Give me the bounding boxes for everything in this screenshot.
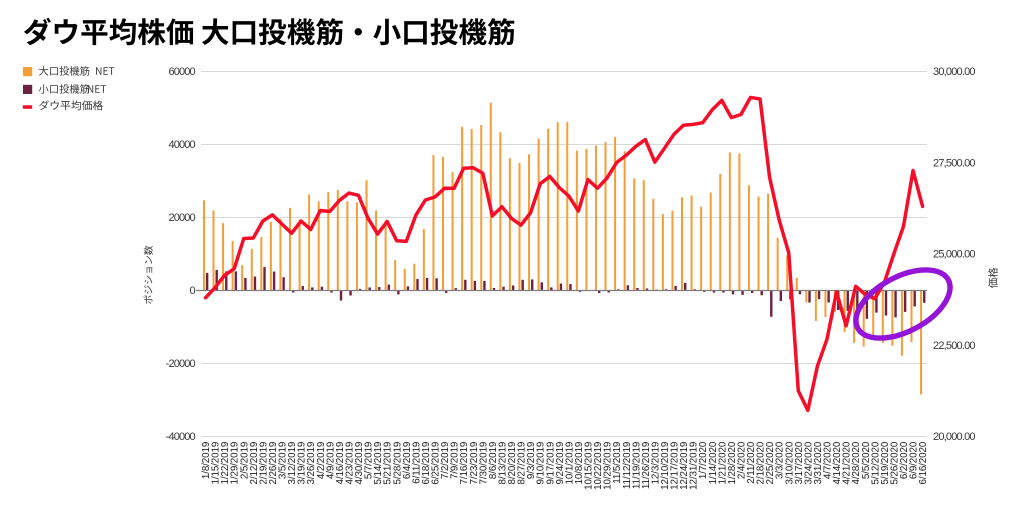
svg-text:0: 0 [190, 285, 196, 297]
svg-text:6/2/2020: 6/2/2020 [899, 441, 910, 479]
svg-text:27,500.00: 27,500.00 [933, 157, 975, 169]
svg-text:5/26/2020: 5/26/2020 [889, 441, 900, 484]
svg-text:22,500.00: 22,500.00 [933, 340, 975, 352]
svg-text:4/23/2019: 4/23/2019 [344, 442, 355, 485]
svg-text:8/13/2019: 8/13/2019 [497, 442, 508, 485]
svg-text:10/29/2019: 10/29/2019 [603, 442, 614, 490]
svg-text:25,000.00: 25,000.00 [933, 249, 975, 261]
svg-text:2/18/2020: 2/18/2020 [756, 441, 767, 484]
svg-text:4/2/2019: 4/2/2019 [316, 442, 327, 479]
svg-text:1/22/2019: 1/22/2019 [220, 442, 231, 485]
svg-text:6/11/2019: 6/11/2019 [411, 442, 422, 484]
svg-text:6/4/2019: 6/4/2019 [402, 442, 413, 479]
svg-text:3/31/2020: 3/31/2020 [813, 441, 824, 484]
svg-text:10/1/2019: 10/1/2019 [564, 442, 575, 485]
svg-text:3/5/2019: 3/5/2019 [278, 442, 289, 479]
svg-text:5/21/2019: 5/21/2019 [383, 442, 394, 485]
svg-text:7/16/2019: 7/16/2019 [459, 442, 470, 485]
svg-text:2/26/2019: 2/26/2019 [268, 442, 279, 485]
svg-text:12/17/2019: 12/17/2019 [670, 442, 681, 490]
svg-text:11/12/2019: 11/12/2019 [622, 442, 633, 489]
svg-text:20000: 20000 [168, 212, 195, 224]
svg-text:3/19/2019: 3/19/2019 [297, 442, 308, 485]
svg-text:11/19/2019: 11/19/2019 [631, 442, 642, 489]
svg-text:4/28/2020: 4/28/2020 [851, 441, 862, 484]
svg-text:5/28/2019: 5/28/2019 [392, 442, 403, 485]
svg-text:8/27/2019: 8/27/2019 [517, 442, 528, 485]
svg-text:4/30/2019: 4/30/2019 [354, 442, 365, 485]
svg-text:9/24/2019: 9/24/2019 [555, 442, 566, 485]
svg-text:5/7/2019: 5/7/2019 [364, 442, 375, 479]
svg-text:5/19/2020: 5/19/2020 [880, 441, 891, 484]
svg-text:3/17/2020: 3/17/2020 [794, 441, 805, 484]
svg-text:12/10/2019: 12/10/2019 [660, 442, 671, 490]
svg-text:2/19/2019: 2/19/2019 [258, 442, 269, 485]
svg-text:12/3/2019: 12/3/2019 [650, 442, 661, 485]
svg-text:1/21/2020: 1/21/2020 [717, 441, 728, 484]
svg-text:5/12/2020: 5/12/2020 [870, 441, 881, 484]
svg-text:3/12/2019: 3/12/2019 [287, 442, 298, 485]
svg-text:2/5/2019: 2/5/2019 [239, 442, 250, 479]
svg-text:4/7/2020: 4/7/2020 [823, 441, 834, 479]
svg-text:-40000: -40000 [166, 431, 196, 443]
svg-text:6/9/2020: 6/9/2020 [909, 441, 920, 479]
svg-text:4/21/2020: 4/21/2020 [842, 441, 853, 484]
svg-text:9/3/2019: 9/3/2019 [526, 442, 537, 479]
svg-text:2/12/2019: 2/12/2019 [249, 442, 260, 485]
svg-text:2/11/2020: 2/11/2020 [746, 441, 757, 484]
svg-text:7/23/2019: 7/23/2019 [469, 442, 480, 485]
svg-text:8/20/2019: 8/20/2019 [507, 442, 518, 485]
svg-text:6/16/2020: 6/16/2020 [918, 441, 929, 484]
svg-text:5/5/2020: 5/5/2020 [861, 441, 872, 479]
svg-text:3/10/2020: 3/10/2020 [784, 441, 795, 484]
svg-text:30,000.00: 30,000.00 [933, 66, 975, 78]
svg-text:6/18/2019: 6/18/2019 [421, 442, 432, 485]
svg-text:7/2/2019: 7/2/2019 [440, 442, 451, 479]
svg-text:1/7/2020: 1/7/2020 [698, 441, 709, 479]
svg-text:5/14/2019: 5/14/2019 [373, 442, 384, 485]
svg-text:11/26/2019: 11/26/2019 [641, 442, 652, 489]
svg-text:9/10/2019: 9/10/2019 [536, 442, 547, 485]
svg-text:1/28/2020: 1/28/2020 [727, 441, 738, 484]
svg-text:10/22/2019: 10/22/2019 [593, 442, 604, 490]
svg-text:60000: 60000 [168, 66, 195, 78]
svg-text:1/29/2019: 1/29/2019 [230, 442, 241, 485]
svg-text:9/17/2019: 9/17/2019 [545, 442, 556, 485]
svg-text:1/8/2019: 1/8/2019 [201, 442, 212, 479]
svg-text:2/25/2020: 2/25/2020 [765, 441, 776, 484]
svg-text:20,000.00: 20,000.00 [933, 431, 975, 443]
svg-text:4/14/2020: 4/14/2020 [832, 441, 843, 484]
svg-text:6/25/2019: 6/25/2019 [431, 442, 442, 485]
svg-text:4/16/2019: 4/16/2019 [335, 442, 346, 485]
svg-text:1/14/2020: 1/14/2020 [708, 441, 719, 484]
svg-text:12/24/2019: 12/24/2019 [679, 442, 690, 490]
svg-text:-20000: -20000 [166, 358, 196, 370]
svg-text:1/15/2019: 1/15/2019 [211, 442, 222, 485]
svg-text:3/24/2020: 3/24/2020 [803, 441, 814, 484]
svg-text:10/15/2019: 10/15/2019 [584, 442, 595, 490]
svg-text:4/9/2019: 4/9/2019 [325, 442, 336, 479]
svg-text:8/6/2019: 8/6/2019 [488, 442, 499, 479]
svg-text:7/30/2019: 7/30/2019 [478, 442, 489, 485]
svg-text:3/3/2020: 3/3/2020 [775, 441, 786, 479]
svg-text:10/8/2019: 10/8/2019 [574, 442, 585, 485]
svg-text:3/26/2019: 3/26/2019 [306, 442, 317, 485]
svg-text:40000: 40000 [168, 139, 195, 151]
svg-text:12/31/2019: 12/31/2019 [689, 442, 700, 490]
svg-text:2/4/2020: 2/4/2020 [736, 441, 747, 479]
svg-text:11/5/2019: 11/5/2019 [612, 442, 623, 484]
svg-text:7/9/2019: 7/9/2019 [450, 442, 461, 479]
